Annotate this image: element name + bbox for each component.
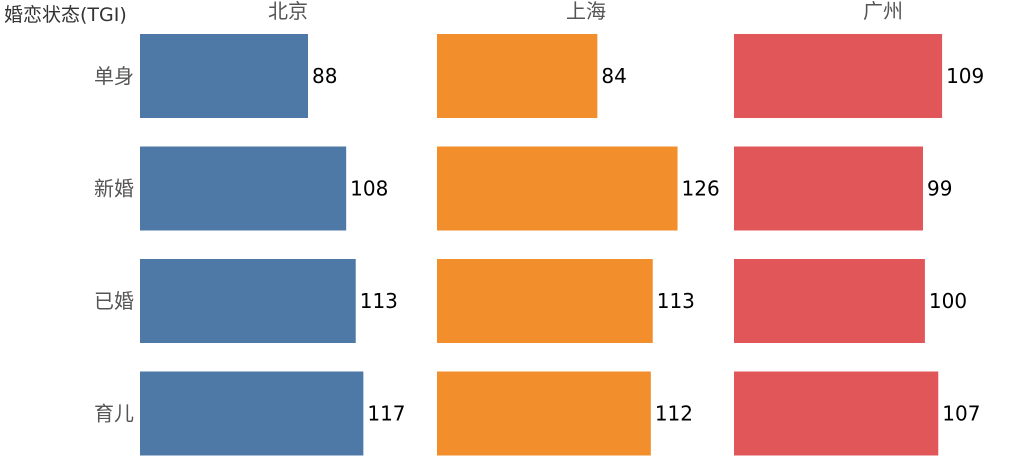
bar xyxy=(437,146,678,231)
bar xyxy=(140,259,356,343)
bar xyxy=(140,34,308,118)
bar xyxy=(734,146,923,231)
data-label: 113 xyxy=(657,289,695,313)
bar xyxy=(437,371,651,456)
bar xyxy=(437,259,653,343)
category-label: 新婚 xyxy=(94,177,134,201)
data-label: 126 xyxy=(682,177,720,201)
data-label: 107 xyxy=(942,402,980,426)
data-label: 100 xyxy=(929,289,967,313)
data-label: 109 xyxy=(946,64,984,88)
category-label: 单身 xyxy=(94,64,134,88)
bar xyxy=(140,371,364,456)
bar xyxy=(437,34,598,118)
row-header-title: 婚恋状态(TGI) xyxy=(4,4,127,26)
data-label: 88 xyxy=(312,64,337,88)
bar xyxy=(734,259,925,343)
data-label: 108 xyxy=(350,177,388,201)
panel-header: 上海 xyxy=(566,0,606,23)
category-label: 已婚 xyxy=(94,289,134,313)
panel-header: 广州 xyxy=(863,0,903,23)
bar xyxy=(140,146,347,231)
bar xyxy=(734,371,939,456)
category-label: 育儿 xyxy=(94,402,134,426)
data-label: 84 xyxy=(601,64,626,88)
panel-header: 北京 xyxy=(268,0,308,23)
data-label: 99 xyxy=(927,177,952,201)
bar xyxy=(734,34,943,118)
data-label: 113 xyxy=(360,289,398,313)
data-label: 112 xyxy=(655,402,693,426)
data-label: 117 xyxy=(367,402,405,426)
